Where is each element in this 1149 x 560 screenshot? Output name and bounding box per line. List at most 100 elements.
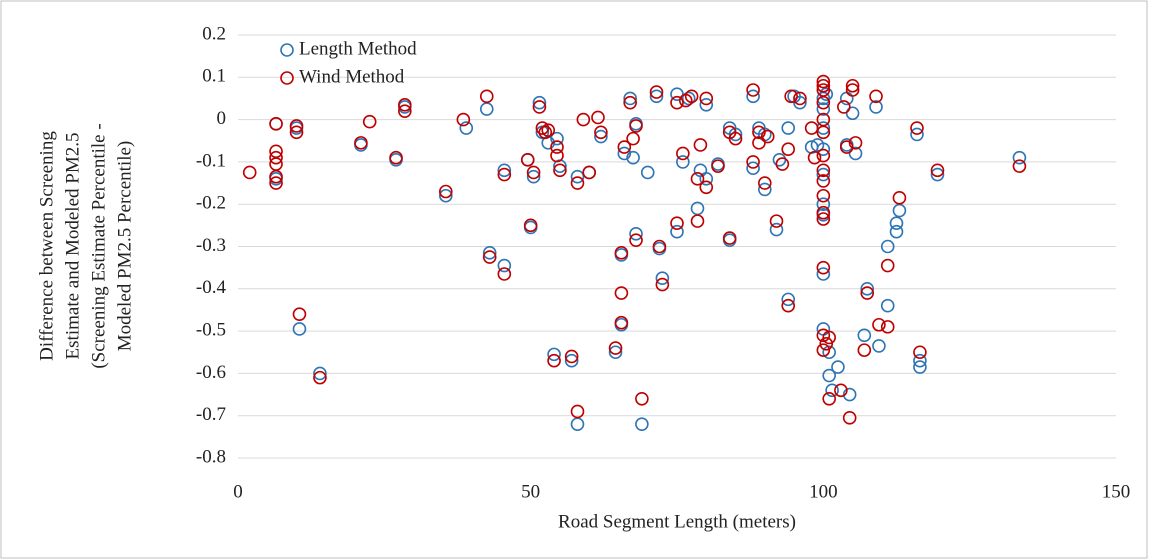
point xyxy=(582,165,597,180)
point xyxy=(617,146,632,161)
point xyxy=(629,227,643,241)
point xyxy=(816,167,831,182)
point xyxy=(857,328,872,343)
point xyxy=(313,370,327,385)
point xyxy=(289,125,304,140)
point xyxy=(655,271,670,286)
point xyxy=(722,231,737,245)
legend-label: Wind Method xyxy=(299,66,405,87)
y-tick-label: -0.5 xyxy=(196,319,226,340)
x-tick-label: 0 xyxy=(233,481,243,502)
point xyxy=(676,146,690,161)
point xyxy=(910,121,924,135)
point xyxy=(880,258,895,273)
point xyxy=(892,191,907,205)
point xyxy=(699,172,714,186)
point xyxy=(550,131,564,146)
point xyxy=(389,150,403,165)
point xyxy=(839,140,854,154)
point xyxy=(752,125,766,140)
point xyxy=(822,330,836,345)
point xyxy=(793,91,807,106)
point xyxy=(614,315,629,330)
point xyxy=(497,167,512,182)
point xyxy=(690,214,705,228)
point xyxy=(816,163,831,178)
point xyxy=(728,131,743,146)
point xyxy=(354,136,368,150)
point xyxy=(532,95,547,110)
point xyxy=(816,267,831,281)
point xyxy=(570,176,585,190)
point xyxy=(842,411,857,425)
point xyxy=(845,78,860,93)
point xyxy=(910,127,924,142)
point xyxy=(711,159,725,173)
point xyxy=(269,150,283,165)
point xyxy=(456,112,471,127)
point xyxy=(362,114,377,129)
point xyxy=(793,95,807,110)
point xyxy=(807,150,822,165)
point xyxy=(816,148,831,163)
point xyxy=(819,336,834,351)
point xyxy=(913,360,927,374)
point xyxy=(746,161,760,176)
point xyxy=(547,353,561,368)
point xyxy=(614,286,629,300)
point xyxy=(482,246,497,260)
y-axis-label: Difference between Screening xyxy=(36,131,57,361)
point xyxy=(880,298,895,313)
point xyxy=(913,353,927,368)
point xyxy=(520,152,535,167)
point xyxy=(880,239,895,254)
point xyxy=(635,417,649,431)
point xyxy=(655,277,670,292)
point xyxy=(822,368,836,383)
point xyxy=(684,89,699,104)
point xyxy=(816,212,831,226)
y-tick-label: -0.7 xyxy=(196,404,226,425)
point xyxy=(594,125,608,140)
legend-label: Length Method xyxy=(299,38,417,59)
point xyxy=(822,345,836,360)
point xyxy=(479,89,494,104)
point xyxy=(816,74,831,89)
point xyxy=(781,121,796,135)
point xyxy=(834,383,848,398)
point xyxy=(670,95,684,110)
point xyxy=(860,286,875,300)
point xyxy=(289,119,304,133)
x-tick-label: 100 xyxy=(809,481,838,502)
point xyxy=(626,150,640,165)
point xyxy=(541,123,556,137)
point xyxy=(822,391,836,406)
legend-marker xyxy=(280,71,294,85)
x-tick-label: 150 xyxy=(1102,481,1131,502)
y-tick-label: 0.2 xyxy=(202,23,226,44)
point xyxy=(930,167,945,182)
point xyxy=(930,163,945,178)
y-tick-label: -0.8 xyxy=(196,446,226,467)
point xyxy=(848,146,863,161)
point xyxy=(699,91,714,106)
point xyxy=(564,349,579,364)
point xyxy=(550,148,564,163)
point xyxy=(438,188,453,203)
point xyxy=(831,360,845,374)
point xyxy=(553,163,567,178)
point xyxy=(649,89,664,104)
y-axis-label: Estimate and Modeled PM2.5 xyxy=(62,133,83,360)
point xyxy=(550,140,564,154)
y-tick-label: -0.1 xyxy=(196,150,226,171)
point xyxy=(781,142,796,157)
point xyxy=(594,129,608,144)
point xyxy=(869,89,883,104)
point xyxy=(860,281,875,296)
point xyxy=(804,121,819,135)
point xyxy=(242,165,257,180)
point xyxy=(816,142,831,157)
x-axis-label: Road Segment Length (meters) xyxy=(558,511,796,532)
point xyxy=(497,267,512,281)
